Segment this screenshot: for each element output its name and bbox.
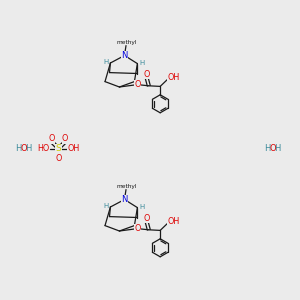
Text: O: O: [55, 154, 62, 163]
Text: O: O: [49, 134, 55, 143]
Text: H: H: [15, 144, 21, 153]
Text: O: O: [62, 134, 68, 143]
Text: OH: OH: [168, 74, 180, 82]
Text: H: H: [103, 203, 108, 209]
Text: H: H: [140, 204, 145, 210]
Text: H: H: [140, 60, 145, 66]
Text: OH: OH: [68, 144, 80, 153]
Text: methyl: methyl: [117, 184, 137, 189]
Text: O: O: [20, 144, 27, 153]
Text: H: H: [103, 59, 108, 65]
Text: methyl: methyl: [117, 40, 137, 45]
Text: O: O: [134, 80, 141, 89]
Text: H: H: [264, 144, 270, 153]
Text: O: O: [269, 144, 276, 153]
Text: N: N: [121, 51, 128, 60]
Text: O: O: [143, 70, 150, 79]
Text: OH: OH: [168, 218, 180, 226]
Text: N: N: [121, 195, 128, 204]
Text: O: O: [134, 224, 141, 233]
Text: S: S: [56, 144, 62, 153]
Text: HO: HO: [37, 144, 49, 153]
Text: O: O: [143, 214, 150, 223]
Text: H: H: [26, 144, 32, 153]
Text: H: H: [274, 144, 281, 153]
